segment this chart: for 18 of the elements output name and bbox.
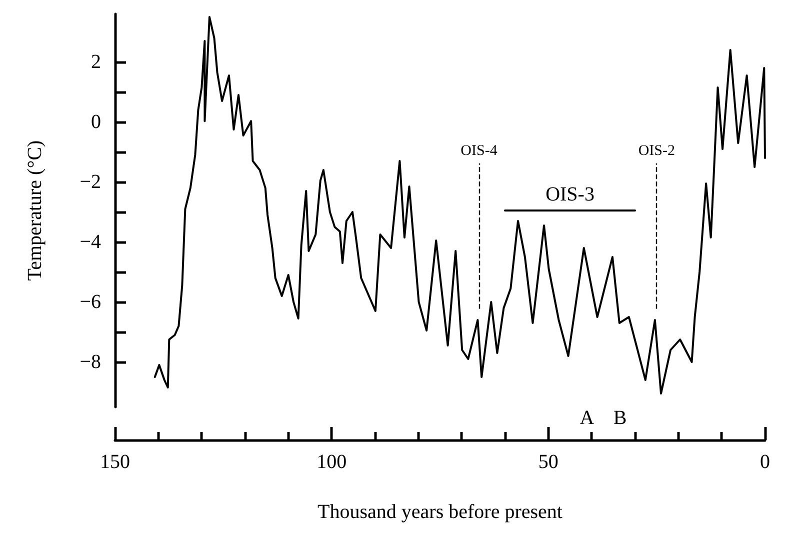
x-tick-label: 50: [538, 451, 558, 473]
annotation: B: [613, 407, 627, 429]
line-series: [154, 16, 766, 394]
annotation: A: [580, 407, 595, 429]
y-tick-label: −6: [80, 291, 101, 313]
x-tick-label: 100: [316, 451, 347, 473]
y-tick-label: 2: [91, 51, 101, 73]
ref-line-label: OIS-2: [638, 142, 676, 159]
y-tick-label: 0: [91, 111, 101, 133]
x-tick-label: 150: [100, 451, 130, 473]
ref-line-label: OIS-4: [460, 142, 498, 159]
y-axis-title: Temperature (°C): [24, 140, 46, 281]
y-tick-label: −8: [80, 351, 101, 373]
y-tick-label: −4: [80, 231, 101, 253]
x-tick-label: 0: [760, 451, 770, 473]
x-axis-title: Thousand years before present: [318, 501, 563, 523]
series-label: OIS-3: [546, 184, 594, 206]
y-tick-label: −2: [80, 171, 101, 193]
